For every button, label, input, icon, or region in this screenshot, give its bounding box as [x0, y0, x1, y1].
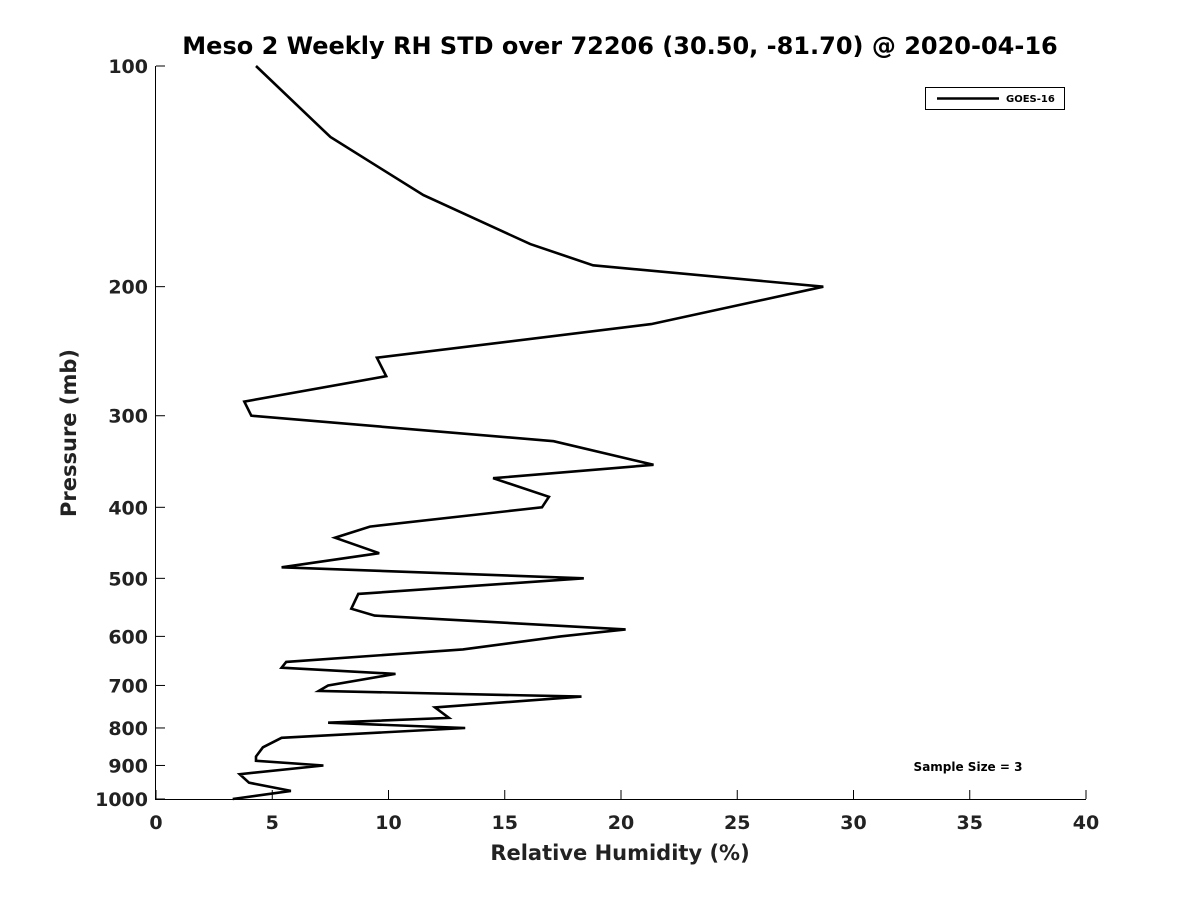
y-tick-label: 1000 [95, 789, 148, 811]
y-tick-label: 700 [108, 675, 148, 697]
x-tick-label: 40 [1073, 812, 1099, 834]
x-tick-label: 5 [266, 812, 279, 834]
sample-size-annotation: Sample Size = 3 [914, 760, 1023, 774]
y-tick-label: 400 [108, 497, 148, 519]
y-tick-label: 300 [108, 406, 148, 428]
x-tick-label: 0 [149, 812, 162, 834]
legend-label: GOES-16 [1006, 94, 1055, 105]
y-tick-label: 200 [108, 277, 148, 299]
x-axis-label: Relative Humidity (%) [490, 841, 749, 865]
x-tick-label: 10 [375, 812, 401, 834]
chart-title: Meso 2 Weekly RH STD over 72206 (30.50, … [182, 32, 1057, 60]
x-tick-label: 35 [957, 812, 983, 834]
x-tick-label: 20 [608, 812, 634, 834]
y-axis-label: Pressure (mb) [57, 349, 81, 517]
axes-ticks: 0 5 10 15 20 25 30 35 40 100 200 300 400 500 600 700 800… [95, 56, 1099, 834]
x-tick-label: 15 [492, 812, 518, 834]
series-line-goes-16 [232, 65, 824, 801]
y-tick-label: 900 [108, 755, 148, 777]
legend: GOES-16 [925, 87, 1065, 110]
y-tick-label: 100 [108, 56, 148, 78]
y-tick-label: 600 [108, 626, 148, 648]
y-tick-label: 800 [108, 718, 148, 740]
y-tick-label: 500 [108, 568, 148, 590]
x-tick-label: 30 [840, 812, 866, 834]
x-tick-label: 25 [724, 812, 750, 834]
